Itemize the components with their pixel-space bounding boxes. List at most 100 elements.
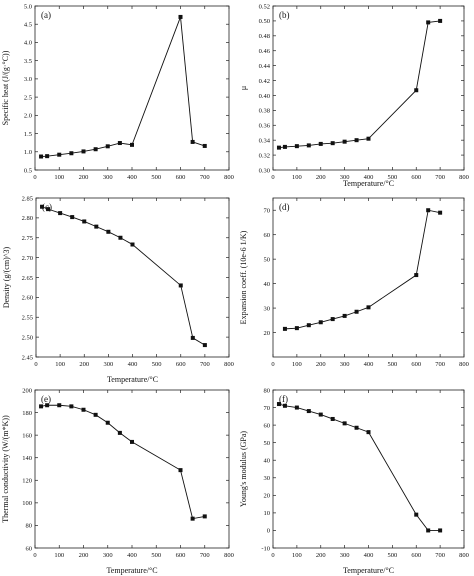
chart-2-data-point	[294, 144, 299, 149]
chart-2-data-point	[276, 145, 281, 150]
chart-3-x-tick-label: 300	[104, 361, 114, 368]
chart-3-data-point	[82, 219, 87, 224]
chart-3-data-point	[70, 215, 75, 220]
chart-5-x-tick-label: 600	[176, 552, 186, 559]
chart-2-data-point	[318, 141, 323, 146]
chart-6-x-tick-label: 0	[271, 552, 274, 559]
chart-5-series-line	[40, 404, 205, 520]
chart-1-y-tick-label: 4.0	[24, 40, 32, 47]
chart-3-y-tick-label: 2.70	[22, 255, 33, 262]
chart-2-x-tick-label: 500	[388, 174, 398, 181]
chart-2-y-tick-label: 0.36	[259, 123, 271, 130]
chart-2-y-tick-label: 0.46	[259, 48, 271, 55]
chart-2-y-tick-label: 0.44	[259, 63, 271, 70]
chart-4-data-point	[294, 326, 299, 331]
chart-1-y-tick-label: 5.0	[24, 3, 32, 10]
chart-3-series-line	[41, 206, 206, 346]
chart-2-x-tick-label: 0	[271, 174, 274, 181]
chart-2-x-tick-label: 300	[340, 174, 350, 181]
chart-3-y-tick-label: 2.65	[22, 275, 33, 282]
chart-4-x-tick-label: 400	[364, 361, 374, 368]
chart-5-data-point	[93, 412, 98, 417]
chart-4-x-tick-label: 100	[292, 361, 302, 368]
chart-2-data-point	[438, 18, 443, 23]
chart-4-x-tick-label: 700	[435, 361, 445, 368]
chart-4-x-tick-label: 0	[271, 361, 274, 368]
chart-5-y-tick-label: 60	[26, 545, 33, 552]
chart-1-y-tick-label: 2.0	[24, 113, 32, 120]
chart-2-data-point	[342, 139, 347, 144]
chart-3-data-point	[202, 343, 207, 348]
chart-3-y-tick-label: 2.55	[22, 315, 33, 322]
chart-4-data-point	[306, 323, 311, 328]
chart-4-x-tick-label: 500	[388, 361, 398, 368]
chart-3-data-point	[118, 235, 123, 240]
chart-6-data-point	[282, 403, 287, 408]
chart-4-x-tick-label: 300	[340, 361, 350, 368]
chart-6-data-point	[342, 421, 347, 426]
chart-4-data-point	[366, 305, 371, 310]
chart-2-data-point	[354, 138, 359, 143]
chart-2-y-axis-label: μ	[239, 86, 248, 90]
chart-5-x-tick-label: 800	[224, 552, 234, 559]
chart-3-panel-label: (c)	[42, 202, 52, 212]
chart-1-x-tick-label: 200	[79, 174, 89, 181]
chart-4-x-tick-label: 800	[459, 361, 469, 368]
chart-3-x-tick-label: 100	[55, 361, 65, 368]
chart-1-data-point	[39, 154, 44, 159]
chart-3-x-tick-label: 700	[200, 361, 210, 368]
chart-6-x-tick-label: 500	[388, 552, 398, 559]
chart-6-y-tick-label: 30	[264, 475, 271, 482]
chart-3-x-tick-label: 400	[128, 361, 138, 368]
chart-1-y-tick-label: 4.5	[24, 22, 32, 29]
chart-3-y-tick-label: 2.80	[22, 215, 33, 222]
chart-6-y-tick-label: 60	[264, 422, 271, 429]
chart-3-y-tick-label: 2.60	[22, 295, 33, 302]
chart-5-x-tick-label: 300	[103, 552, 113, 559]
chart-5-x-tick-label: 700	[200, 552, 210, 559]
chart-3-data-point	[178, 283, 183, 288]
chart-3-y-tick-label: 2.85	[22, 195, 33, 202]
chart-3-x-tick-label: 200	[79, 361, 89, 368]
chart-6-x-tick-label: 100	[292, 552, 302, 559]
chart-5-data-point	[202, 514, 207, 519]
chart-4-y-tick-label: 40	[264, 281, 271, 288]
chart-1-y-tick-label: 3.0	[24, 76, 32, 83]
chart-4-data-point	[354, 309, 359, 314]
chart-2-y-tick-label: 0.32	[259, 152, 270, 159]
chart-5-data-point	[69, 404, 74, 409]
chart-5-data-point	[178, 468, 183, 473]
chart-4-data-point	[282, 326, 287, 331]
chart-1-data-point	[45, 154, 50, 159]
chart-6-data-point	[438, 528, 443, 533]
chart-6: 0 100 200 300 400 500 600 700 800-10010203040506…	[239, 387, 469, 575]
chart-2-x-tick-label: 800	[459, 174, 469, 181]
chart-5-y-tick-label: 120	[22, 478, 32, 485]
chart-5-data-point	[45, 403, 50, 408]
chart-4-data-point	[318, 320, 323, 325]
chart-6-series-line	[278, 403, 441, 531]
chart-5-axes-frame	[34, 389, 230, 549]
chart-1-x-tick-label: 800	[224, 174, 234, 181]
chart-1-y-tick-label: 0.5	[24, 167, 32, 174]
chart-3-data-point	[46, 207, 51, 212]
chart-2-y-tick-label: 0.50	[259, 18, 270, 25]
chart-2-data-point	[330, 141, 335, 146]
chart-2-data-point	[282, 144, 287, 149]
chart-4-data-point	[330, 317, 335, 322]
chart-6-data-point	[276, 402, 281, 407]
chart-4-series-line	[284, 209, 441, 330]
chart-6-y-tick-label: 20	[264, 493, 271, 500]
chart-1-data-point	[117, 141, 122, 146]
chart-1-data-point	[105, 144, 110, 149]
chart-3-data-point	[130, 242, 135, 247]
chart-6-data-point	[426, 528, 431, 533]
chart-3-x-tick-label: 0	[34, 361, 37, 368]
chart-5-data-point	[130, 439, 134, 444]
chart-4-axes-frame	[272, 197, 465, 358]
chart-5-x-axis-label: Temperature/°C	[106, 566, 157, 575]
chart-5-y-tick-label: 200	[22, 387, 32, 394]
chart-3-y-axis-label: Density (g/(cm)^3)	[2, 247, 11, 309]
chart-1-data-point	[202, 143, 207, 148]
